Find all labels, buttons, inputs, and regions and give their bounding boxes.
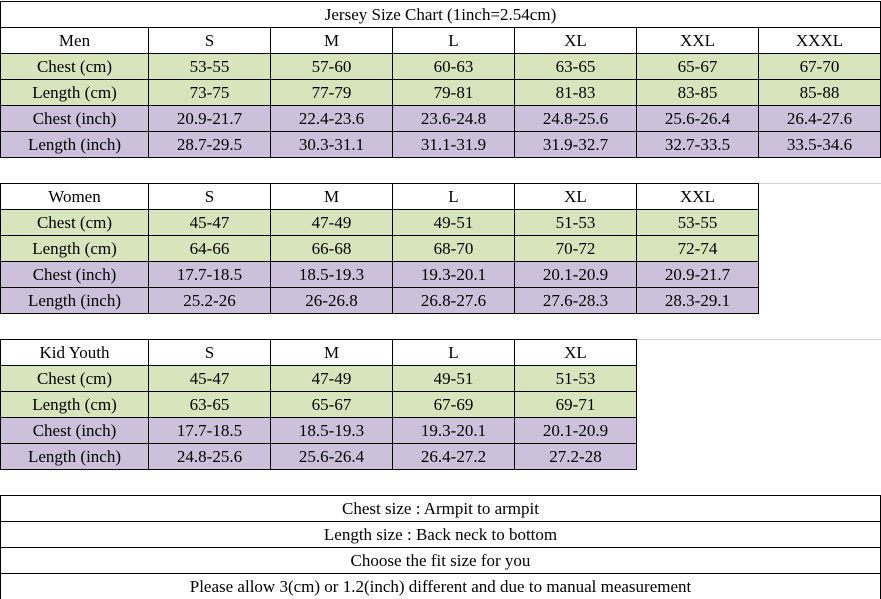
- size-header: XL: [514, 27, 637, 54]
- note: Choose the fit size for you: [0, 547, 881, 574]
- measure-value: 28.7-29.5: [148, 131, 271, 158]
- group-header: Men: [0, 27, 149, 54]
- measure-value: 17.7-18.5: [148, 417, 271, 444]
- measure-value: 27.2-28: [514, 443, 637, 470]
- measure-value: 53-55: [636, 209, 759, 236]
- size-header: L: [392, 183, 515, 210]
- measure-value: 67-69: [392, 391, 515, 418]
- measure-label: Chest (inch): [0, 417, 149, 444]
- title: Jersey Size Chart (1inch=2.54cm): [0, 1, 881, 28]
- measure-value: 20.1-20.9: [514, 417, 637, 444]
- measure-value: 26.4-27.6: [758, 105, 881, 132]
- measure-value: 32.7-33.5: [636, 131, 759, 158]
- measure-value: 49-51: [392, 365, 515, 392]
- measure-value: 72-74: [636, 235, 759, 262]
- measure-value: 26.8-27.6: [392, 287, 515, 314]
- measure-label: Length (cm): [0, 235, 149, 262]
- measure-value: 20.9-21.7: [148, 105, 271, 132]
- measure-value: 18.5-19.3: [270, 261, 393, 288]
- measure-value: 19.3-20.1: [392, 261, 515, 288]
- measure-value: 33.5-34.6: [758, 131, 881, 158]
- size-header: XL: [514, 183, 637, 210]
- measure-label: Chest (cm): [0, 365, 149, 392]
- size-header: S: [148, 339, 271, 366]
- size-header: XXL: [636, 183, 759, 210]
- measure-label: Length (cm): [0, 79, 149, 106]
- measure-value: 25.6-26.4: [636, 105, 759, 132]
- note: Please allow 3(cm) or 1.2(inch) differen…: [0, 573, 881, 599]
- measure-value: 30.3-31.1: [270, 131, 393, 158]
- measure-value: 28.3-29.1: [636, 287, 759, 314]
- measure-value: 53-55: [148, 53, 271, 80]
- note: Chest size : Armpit to armpit: [0, 495, 881, 522]
- size-header: S: [148, 27, 271, 54]
- measure-value: 70-72: [514, 235, 637, 262]
- measure-value: 45-47: [148, 209, 271, 236]
- spacer: [0, 157, 881, 184]
- measure-value: 25.2-26: [148, 287, 271, 314]
- measure-value: 63-65: [514, 53, 637, 80]
- measure-value: 60-63: [392, 53, 515, 80]
- measure-value: 67-70: [758, 53, 881, 80]
- measure-value: 66-68: [270, 235, 393, 262]
- size-header: M: [270, 27, 393, 54]
- measure-value: 69-71: [514, 391, 637, 418]
- measure-value: 27.6-28.3: [514, 287, 637, 314]
- measure-value: 19.3-20.1: [392, 417, 515, 444]
- measure-value: 20.1-20.9: [514, 261, 637, 288]
- measure-value: 65-67: [636, 53, 759, 80]
- size-header: XXXL: [758, 27, 881, 54]
- spacer: [0, 313, 881, 340]
- size-header: M: [270, 339, 393, 366]
- measure-value: 51-53: [514, 365, 637, 392]
- spacer: [0, 469, 881, 496]
- size-header: L: [392, 339, 515, 366]
- measure-value: 64-66: [148, 235, 271, 262]
- measure-value: 31.9-32.7: [514, 131, 637, 158]
- measure-value: 18.5-19.3: [270, 417, 393, 444]
- measure-label: Chest (cm): [0, 209, 149, 236]
- measure-value: 65-67: [270, 391, 393, 418]
- measure-value: 73-75: [148, 79, 271, 106]
- measure-value: 26-26.8: [270, 287, 393, 314]
- measure-value: 47-49: [270, 365, 393, 392]
- measure-value: 24.8-25.6: [148, 443, 271, 470]
- measure-value: 57-60: [270, 53, 393, 80]
- measure-value: 20.9-21.7: [636, 261, 759, 288]
- size-header: XL: [514, 339, 637, 366]
- group-header: Women: [0, 183, 149, 210]
- measure-value: 79-81: [392, 79, 515, 106]
- measure-value: 25.6-26.4: [270, 443, 393, 470]
- measure-value: 63-65: [148, 391, 271, 418]
- measure-value: 51-53: [514, 209, 637, 236]
- measure-value: 24.8-25.6: [514, 105, 637, 132]
- measure-value: 83-85: [636, 79, 759, 106]
- measure-value: 31.1-31.9: [392, 131, 515, 158]
- measure-value: 85-88: [758, 79, 881, 106]
- measure-label: Chest (inch): [0, 105, 149, 132]
- measure-label: Length (inch): [0, 287, 149, 314]
- group-header: Kid Youth: [0, 339, 149, 366]
- measure-label: Length (inch): [0, 131, 149, 158]
- measure-label: Length (cm): [0, 391, 149, 418]
- size-header: L: [392, 27, 515, 54]
- measure-label: Chest (inch): [0, 261, 149, 288]
- size-header: M: [270, 183, 393, 210]
- measure-value: 47-49: [270, 209, 393, 236]
- measure-value: 17.7-18.5: [148, 261, 271, 288]
- note: Length size : Back neck to bottom: [0, 521, 881, 548]
- measure-label: Length (inch): [0, 443, 149, 470]
- measure-value: 45-47: [148, 365, 271, 392]
- measure-label: Chest (cm): [0, 53, 149, 80]
- measure-value: 77-79: [270, 79, 393, 106]
- size-header: XXL: [636, 27, 759, 54]
- measure-value: 26.4-27.2: [392, 443, 515, 470]
- measure-value: 49-51: [392, 209, 515, 236]
- measure-value: 81-83: [514, 79, 637, 106]
- measure-value: 22.4-23.6: [270, 105, 393, 132]
- size-header: S: [148, 183, 271, 210]
- measure-value: 68-70: [392, 235, 515, 262]
- measure-value: 23.6-24.8: [392, 105, 515, 132]
